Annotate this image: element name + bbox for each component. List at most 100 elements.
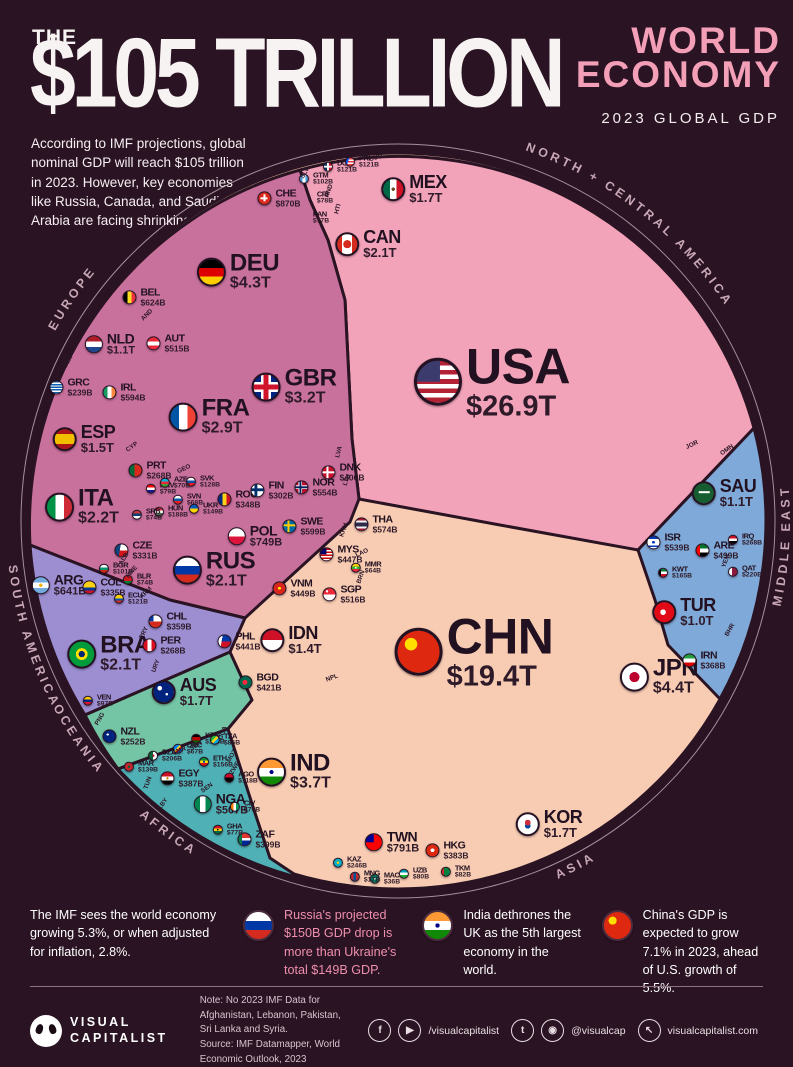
youtube-icon[interactable]: ▶ xyxy=(398,1019,422,1043)
callout-text: China's GDP is expected to grow 7.1% in … xyxy=(642,908,759,995)
country-code: GHA xyxy=(226,821,243,831)
country-label-can: CAN $2.1T xyxy=(335,228,401,260)
country-gdp-value: $68B xyxy=(186,499,204,507)
website-link[interactable]: visualcapitalist.com xyxy=(667,1024,758,1037)
country-label-fin: FIN $302B xyxy=(250,480,294,499)
country-code: NGA xyxy=(215,790,246,807)
country-gdp-value: $441B xyxy=(235,641,261,652)
outer-ring xyxy=(20,143,776,899)
callout-4: China's GDP is expected to grow 7.1% in … xyxy=(601,906,763,997)
country-label-dnk: DNK $406B xyxy=(321,462,365,483)
country-label-che: CHE $870B xyxy=(257,188,301,207)
instagram-icon[interactable]: ◉ xyxy=(541,1019,565,1043)
are-flag-icon xyxy=(695,542,710,557)
facebook-icon[interactable]: f xyxy=(368,1019,392,1043)
country-label-irn: IRN $368B xyxy=(682,650,726,669)
country-gdp-value: $516B xyxy=(340,594,366,605)
country-label-isr: ISR $539B xyxy=(646,532,690,551)
eth-flag-icon xyxy=(198,757,209,767)
country-code: COL xyxy=(100,576,122,589)
country-label-per: PER $268B xyxy=(142,634,186,656)
country-label-ind: IND $3.7T xyxy=(257,751,331,793)
twitter-icon[interactable]: t xyxy=(511,1019,535,1043)
country-code: KAZ xyxy=(346,854,361,864)
fra-flag-icon xyxy=(168,402,198,432)
country-code: CZE xyxy=(132,539,152,552)
swe-flag-icon xyxy=(282,518,297,533)
country-label-chn: CHN $19.4T xyxy=(394,611,554,693)
country-label-grc: GRC $239B xyxy=(49,377,93,398)
page-title-prefix: THE xyxy=(32,26,77,49)
country-label-tza: TZA $85B xyxy=(209,733,240,748)
callout-3: India dethrones the UK as the 5th larges… xyxy=(422,906,583,997)
country-code: AGO xyxy=(238,769,254,779)
country-code: IRL xyxy=(120,381,136,394)
sliver-country-jor: JOR xyxy=(684,439,700,451)
country-gdp-value: $331B xyxy=(132,550,158,561)
country-code: UKR xyxy=(202,500,218,510)
country-gdp-value: $406B xyxy=(339,472,365,483)
country-gdp-value: $268B xyxy=(160,645,186,656)
sliver-country-ury: URY xyxy=(150,658,162,674)
twn-flag-icon xyxy=(364,832,383,851)
cursor-icon[interactable]: ↖ xyxy=(637,1019,661,1043)
country-labels-layer: CHN $19.4T JPN $4.4T IND $3.7T KOR $1.7T IDN $1.4… xyxy=(26,149,770,893)
country-code: TWN xyxy=(386,828,418,845)
country-gdp-value: $624B xyxy=(140,297,166,308)
phl-flag-icon xyxy=(217,633,232,648)
egy-flag-icon xyxy=(160,770,175,785)
country-label-cri: CRI $78B xyxy=(317,191,333,206)
country-gdp-value: $2.1T xyxy=(205,573,247,591)
country-code: PHL xyxy=(235,630,255,643)
country-code: AUT xyxy=(164,332,185,345)
country-gdp-value: $149B xyxy=(202,508,224,516)
country-gdp-value: $139B xyxy=(137,766,159,774)
country-code: SVK xyxy=(199,473,214,483)
country-gdp-value: $239B xyxy=(67,387,93,398)
aus-flag-icon xyxy=(151,679,176,704)
country-gdp-value: $77B xyxy=(312,217,330,225)
country-label-tkm: TKM $82B xyxy=(440,865,471,880)
country-code: AUS xyxy=(179,675,217,696)
mex-flag-icon xyxy=(381,176,406,201)
country-label-ita: ITA $2.2T xyxy=(45,486,119,528)
aze-flag-icon xyxy=(159,478,170,488)
country-code: USA xyxy=(465,338,571,395)
chart-subtitle: 2023 GLOBAL GDP xyxy=(601,110,780,127)
country-code: ESP xyxy=(80,422,116,443)
mys-flag-icon xyxy=(319,546,334,561)
visual-capitalist-logo[interactable]: VISUAL CAPITALIST xyxy=(30,1014,168,1047)
aut-flag-icon xyxy=(146,335,161,350)
callout-text: The IMF sees the world economy growing 5… xyxy=(30,908,217,959)
ind-flag-icon xyxy=(257,757,287,787)
country-gdp-value: $220B xyxy=(741,571,763,579)
country-label-gtm: GTM $102B xyxy=(298,172,334,187)
social-links: f ▶ /visualcapitalist t ◉ @visualcap ↖ v… xyxy=(368,1019,763,1043)
title-world: WORLD xyxy=(631,20,781,61)
twitter-instagram-handle[interactable]: @visualcap xyxy=(571,1024,626,1037)
country-label-bra: BRA $2.1T xyxy=(67,633,151,675)
sliver-country-lux: LUX xyxy=(61,354,75,370)
country-gdp-value: $121B xyxy=(358,161,380,169)
country-label-ecu: ECU $121B xyxy=(113,592,148,607)
facebook-youtube-handle[interactable]: /visualcapitalist xyxy=(428,1024,500,1037)
country-code: PER xyxy=(160,634,181,647)
civ-flag-icon xyxy=(229,802,240,812)
country-label-prt: PRT $268B xyxy=(128,460,172,479)
country-code: MNG xyxy=(363,868,381,878)
country-label-dza: DZA $206B xyxy=(147,749,182,764)
country-gdp-value: $156B xyxy=(212,761,234,769)
sau-flag-icon xyxy=(691,480,716,505)
country-label-zaf: ZAF $399B xyxy=(237,829,281,848)
sgp-flag-icon xyxy=(322,586,337,601)
sliver-country-tun: TUN xyxy=(142,775,154,791)
country-label-pri: PRI $121B xyxy=(344,155,380,170)
country-gdp-value: $102B xyxy=(312,178,334,186)
sliver-country-and: AND xyxy=(139,307,155,323)
irq-flag-icon xyxy=(727,535,738,545)
country-code: BGD xyxy=(256,671,279,684)
country-label-sau: SAU $1.1T xyxy=(691,477,757,509)
country-label-are: ARE $499B xyxy=(695,540,739,559)
mmr-flag-icon xyxy=(350,563,361,573)
country-gdp-value: $3.2T xyxy=(284,390,326,408)
